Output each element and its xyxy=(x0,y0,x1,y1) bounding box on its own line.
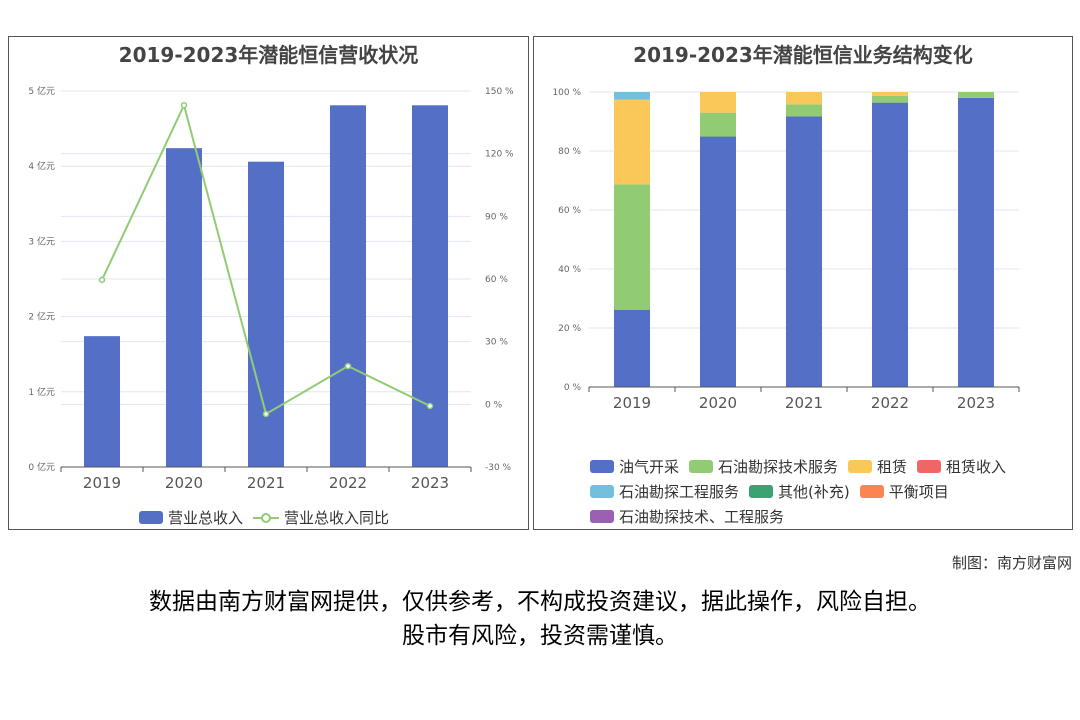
disclaimer-line-2: 股市有风险，投资需谨慎。 xyxy=(402,623,678,649)
legend-swatch-icon xyxy=(917,460,942,473)
legend-item[interactable]: 石油勘探技术、工程服务 xyxy=(590,504,784,529)
x-tick-label: 2022 xyxy=(329,474,367,492)
legend-label: 平衡项目 xyxy=(888,483,949,501)
y-left-tick-label: 2 亿元 xyxy=(28,311,55,323)
stacked-bar-segment xyxy=(614,309,650,387)
y-left-tick-label: 5 亿元 xyxy=(28,85,55,97)
x-tick-label: 2019 xyxy=(613,394,651,412)
stacked-bar-segment xyxy=(700,92,736,113)
y-right-tick-label: 0 % xyxy=(485,400,503,410)
revenue-bar xyxy=(412,105,448,468)
legend-item[interactable]: 油气开采 xyxy=(590,454,679,479)
legend: 营业总收入 营业总收入同比 xyxy=(139,505,399,530)
yoy-growth-point xyxy=(98,276,106,284)
y-left-tick-label: 0 亿元 xyxy=(28,461,55,473)
legend: 油气开采 石油勘探技术服务 租赁 租赁收入石油勘探工程服务 其他(补充) 平衡项目石油勘探… xyxy=(590,454,1060,529)
x-tick-label: 2021 xyxy=(785,394,823,412)
stacked-bar-segment xyxy=(614,92,650,100)
legend-item[interactable]: 营业总收入 xyxy=(139,505,243,530)
stacked-bar-segment xyxy=(700,112,736,137)
revenue-bar xyxy=(330,105,366,468)
stacked-bar-segment xyxy=(872,95,908,103)
x-tick-label: 2020 xyxy=(699,394,737,412)
legend-item[interactable]: 石油勘探技术服务 xyxy=(689,454,838,479)
revenue-bar xyxy=(166,148,202,467)
chart-title: 2019-2023年潜能恒信业务结构变化 xyxy=(633,43,973,67)
y-tick-label: 80 % xyxy=(558,147,581,157)
x-tick-label: 2019 xyxy=(83,474,121,492)
chart-title: 2019-2023年潜能恒信营收状况 xyxy=(118,43,419,67)
legend-swatch-icon xyxy=(590,510,614,523)
legend-item[interactable]: 平衡项目 xyxy=(859,479,949,504)
legend-swatch-icon xyxy=(590,460,614,473)
x-tick-label: 2020 xyxy=(165,474,203,492)
legend-item[interactable]: 石油勘探工程服务 xyxy=(590,479,739,504)
y-right-tick-label: 120 % xyxy=(485,150,514,160)
legend-swatch-icon xyxy=(139,511,163,524)
stacked-bar-segment xyxy=(614,99,650,185)
stacked-bar-segment xyxy=(958,92,994,98)
stacked-bar-segment xyxy=(958,97,994,388)
stacked-bar-segment xyxy=(700,136,736,387)
legend-item[interactable]: 营业总收入同比 xyxy=(253,505,389,530)
chart-credit: 制图：南方财富网 xyxy=(951,554,1072,572)
stacked-bar-segment xyxy=(614,184,650,310)
y-right-tick-label: 60 % xyxy=(485,275,508,285)
legend-label: 营业总收入同比 xyxy=(284,509,390,527)
stacked-bar-segment xyxy=(872,102,908,388)
y-right-tick-label: 150 % xyxy=(485,87,514,97)
legend-label: 石油勘探工程服务 xyxy=(619,483,740,501)
legend-label: 其他(补充) xyxy=(778,483,850,501)
revenue-bar xyxy=(248,161,284,468)
legend-item[interactable]: 其他(补充) xyxy=(749,479,850,504)
y-tick-label: 20 % xyxy=(558,324,581,334)
stacked-bar-segment xyxy=(872,92,908,96)
y-right-tick-label: 30 % xyxy=(485,338,508,348)
disclaimer-line-1: 数据由南方财富网提供，仅供参考，不构成投资建议，据此操作，风险自担。 xyxy=(149,589,931,615)
revenue-chart: 0 亿元 1 亿元 2 亿元 3 亿元 4 亿元 5 亿元 -30 % 0 % 30 % 60 %… xyxy=(28,85,514,492)
y-tick-label: 60 % xyxy=(558,206,581,216)
legend-item[interactable]: 租赁收入 xyxy=(917,454,1006,479)
yoy-growth-point xyxy=(180,101,188,109)
legend-label: 油气开采 xyxy=(619,458,680,476)
x-tick-label: 2022 xyxy=(871,394,909,412)
structure-chart-panel: 2019-2023年潜能恒信业务结构变化 0 % 20 % 40 % 60 % 80 %… xyxy=(533,36,1073,530)
x-tick-label: 2023 xyxy=(957,394,995,412)
legend-label: 石油勘探技术、工程服务 xyxy=(619,508,785,526)
y-right-tick-label: 90 % xyxy=(485,212,508,222)
revenue-chart-panel: 2019-2023年潜能恒信营收状况 0 亿元 1 亿元 2 亿元 3 亿元 4 亿元 5… xyxy=(8,36,529,530)
legend-label: 租赁收入 xyxy=(946,458,1007,476)
legend-swatch-icon xyxy=(590,485,614,498)
y-left-tick-label: 1 亿元 xyxy=(28,386,55,398)
yoy-growth-point xyxy=(344,362,352,370)
legend-swatch-icon xyxy=(859,485,884,498)
legend-swatch-icon xyxy=(749,485,774,498)
y-right-tick-label: -30 % xyxy=(485,463,512,473)
legend-swatch-icon xyxy=(689,460,714,473)
stacked-bar-segment xyxy=(786,104,822,117)
legend-label: 租赁 xyxy=(877,458,908,476)
y-left-tick-label: 3 亿元 xyxy=(28,235,55,247)
legend-swatch-icon xyxy=(848,460,873,473)
legend-swatch-icon xyxy=(253,511,280,525)
y-tick-label: 0 % xyxy=(564,383,582,393)
legend-label: 营业总收入 xyxy=(168,509,244,527)
yoy-growth-point xyxy=(426,402,434,410)
legend-item[interactable]: 租赁 xyxy=(848,454,907,479)
x-tick-label: 2021 xyxy=(247,474,285,492)
stacked-bar-segment xyxy=(786,92,822,105)
y-left-tick-label: 4 亿元 xyxy=(28,160,55,172)
legend-label: 石油勘探技术服务 xyxy=(718,458,839,476)
structure-chart: 0 % 20 % 40 % 60 % 80 % 100 % 2019 2020 2021 2022… xyxy=(552,88,1020,412)
y-tick-label: 100 % xyxy=(552,88,581,98)
revenue-bar xyxy=(84,336,120,467)
y-tick-label: 40 % xyxy=(558,265,581,275)
yoy-growth-point xyxy=(262,410,270,418)
stacked-bar-segment xyxy=(786,116,822,388)
x-tick-label: 2023 xyxy=(411,474,449,492)
